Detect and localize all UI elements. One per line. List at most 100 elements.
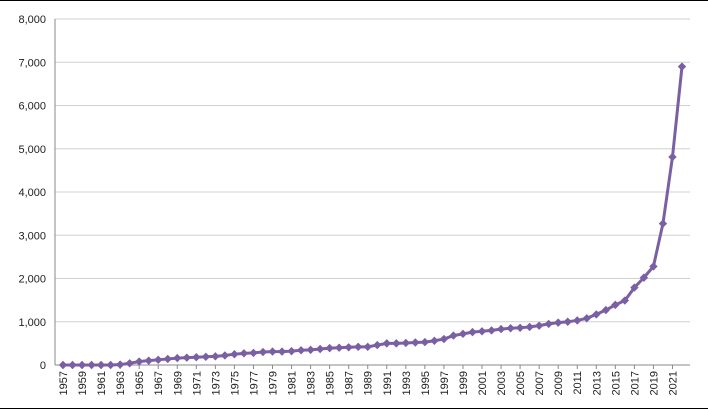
data-point (163, 354, 172, 364)
series-line (63, 66, 684, 367)
data-point (668, 152, 677, 162)
data-point (382, 339, 391, 348)
data-point (154, 355, 163, 365)
x-tick-label: 1975 (229, 371, 241, 395)
x-tick-label: 1991 (382, 371, 394, 395)
data-point (96, 360, 106, 370)
data-point (173, 353, 182, 363)
data-point (439, 334, 449, 344)
data-point (87, 360, 96, 370)
data-point (554, 318, 563, 327)
data-point (544, 319, 553, 329)
y-tick-label: 4,000 (18, 187, 46, 199)
data-point (430, 336, 439, 345)
x-tick-label: 1965 (134, 371, 146, 395)
y-tick-label: 0 (40, 360, 46, 372)
y-tick-label: 5,000 (18, 144, 46, 156)
x-tick-label: 1981 (287, 371, 299, 395)
data-point (611, 300, 620, 310)
data-point (115, 360, 125, 369)
data-point (344, 343, 353, 352)
data-point (106, 360, 115, 370)
y-tick-label: 3,000 (18, 230, 46, 242)
data-point (334, 343, 344, 352)
data-point (373, 340, 382, 350)
data-point (68, 360, 77, 370)
x-tick-label: 2003 (496, 371, 508, 395)
data-point (325, 343, 334, 353)
data-point (58, 360, 68, 370)
data-point (277, 347, 287, 356)
data-point (134, 357, 144, 366)
x-tick-label: 2011 (572, 371, 584, 395)
data-point (354, 342, 363, 352)
x-tick-label: 1967 (153, 371, 165, 395)
y-tick-label: 7,000 (18, 57, 46, 69)
x-tick-label: 1969 (172, 371, 184, 395)
x-tick-label: 2017 (629, 371, 641, 395)
data-point (534, 321, 544, 330)
x-tick-label: 1971 (191, 371, 203, 395)
data-point (411, 338, 420, 347)
x-tick-label: 1995 (420, 371, 432, 395)
data-point (182, 353, 191, 362)
x-tick-label: 1997 (439, 371, 451, 395)
data-point (125, 359, 134, 368)
x-tick-label: 1987 (344, 371, 356, 395)
x-tick-label: 2007 (534, 371, 546, 395)
data-point (249, 348, 258, 358)
data-point (592, 310, 601, 319)
data-point (144, 356, 153, 365)
data-point (449, 331, 458, 340)
data-point (296, 346, 306, 355)
y-tick-label: 6,000 (18, 101, 46, 113)
data-point (573, 316, 582, 325)
data-point (268, 347, 277, 356)
x-tick-label: 2019 (648, 371, 660, 395)
data-point (315, 344, 325, 354)
data-point (306, 345, 315, 355)
data-point (515, 323, 525, 333)
data-point (258, 347, 268, 357)
x-tick-label: 1985 (325, 371, 337, 395)
y-tick-label: 2,000 (18, 274, 46, 286)
data-point (563, 317, 572, 326)
data-point (239, 349, 249, 358)
data-point (192, 353, 201, 362)
data-point (506, 324, 515, 333)
data-point (496, 324, 506, 334)
x-tick-label: 2009 (553, 371, 565, 395)
x-tick-label: 1963 (115, 371, 127, 395)
x-tick-label: 1999 (458, 371, 470, 395)
x-tick-label: 2005 (515, 371, 527, 395)
y-tick-label: 1,000 (18, 317, 46, 329)
data-point (468, 327, 477, 337)
data-point (401, 338, 411, 348)
data-point (287, 346, 296, 356)
data-point (201, 352, 211, 361)
data-point (392, 339, 401, 348)
x-tick-label: 1993 (401, 371, 413, 395)
data-point (525, 322, 534, 332)
x-tick-label: 1989 (363, 371, 375, 395)
x-tick-label: 1973 (210, 371, 222, 395)
data-point (487, 326, 496, 335)
x-tick-label: 1959 (77, 371, 89, 395)
data-point (630, 283, 639, 292)
data-point (649, 262, 658, 271)
data-point (420, 337, 430, 347)
x-tick-label: 1977 (248, 371, 260, 395)
data-point (230, 349, 239, 359)
data-point (458, 329, 468, 339)
y-tick-label: 8,000 (18, 14, 46, 26)
data-point (658, 219, 668, 228)
data-point (677, 62, 687, 71)
x-tick-label: 1983 (306, 371, 318, 395)
x-tick-label: 2001 (477, 371, 489, 395)
data-point (582, 314, 591, 323)
data-point (77, 360, 87, 370)
x-tick-label: 1957 (58, 371, 70, 395)
x-tick-label: 1979 (268, 371, 280, 395)
data-point (639, 273, 649, 282)
